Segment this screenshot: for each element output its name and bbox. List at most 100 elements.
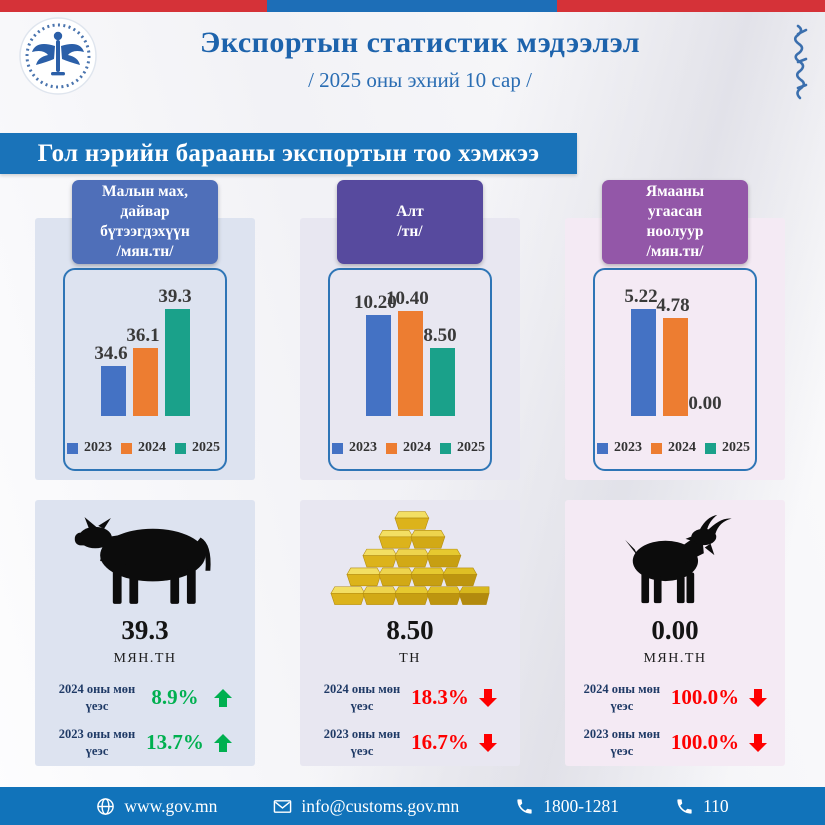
footer-phone-link[interactable]: 1800-1281 xyxy=(515,796,619,817)
mongolian-script-icon xyxy=(793,24,808,100)
strip-red-left xyxy=(0,0,267,12)
bar-2023: 5.22 xyxy=(624,286,658,416)
phone-icon xyxy=(677,798,692,814)
bar-2025: 39.3 xyxy=(158,286,192,416)
legend-swatch-2024 xyxy=(386,442,397,454)
comparison-value: 13.7% xyxy=(146,730,204,754)
legend-label: 2025 xyxy=(457,440,485,455)
total-unit: ТН xyxy=(399,651,421,666)
legend-swatch-2023 xyxy=(597,442,608,454)
trend-arrow-icon xyxy=(214,733,232,752)
comparison-value: 100.0% xyxy=(670,730,740,754)
column-cashmere: 5.22 4.78 0.00 2023 2024 2025 Ямааны уга… xyxy=(565,0,785,825)
chart-legend: 2023 2024 2025 xyxy=(595,440,755,456)
trend-arrow-icon xyxy=(479,688,497,707)
column-header-cashmere: Ямааны угаасан ноолуур /мян.тн/ xyxy=(602,180,748,264)
total-unit: МЯН.ТН xyxy=(643,651,707,666)
comparison-value: 18.3% xyxy=(411,685,469,709)
bar-value-label: 8.50 xyxy=(423,325,457,346)
legend-label: 2023 xyxy=(84,440,112,455)
chart-legend: 2023 2024 2025 xyxy=(330,440,490,456)
comparison-value: 16.7% xyxy=(411,730,469,754)
comparison-row-2023: 2023 оны мөн үеэс 16.7% xyxy=(300,720,520,765)
bar-value-label: 36.1 xyxy=(126,325,160,346)
footer-email-link[interactable]: info@customs.gov.mn xyxy=(273,796,459,817)
trend-arrow-icon xyxy=(479,733,497,752)
bar-2024: 4.78 xyxy=(656,295,690,416)
total-value: 8.50 xyxy=(386,615,434,645)
page-title: Экспортын статистик мэдээлэл xyxy=(199,26,641,59)
comparison-label: 2024 оны мөн үеэс xyxy=(323,682,401,713)
legend-swatch-2023 xyxy=(67,442,78,454)
footer-website-link[interactable]: www.gov.mn xyxy=(96,796,217,817)
comparison-label: 2023 оны мөн үеэс xyxy=(583,727,661,758)
stats-panel: 39.3 МЯН.ТН 2024 оны мөн үеэс 8.9% 2023 … xyxy=(35,500,255,766)
strip-blue-middle xyxy=(267,0,557,12)
total-value: 39.3 xyxy=(121,615,169,645)
bar-value-label: 39.3 xyxy=(158,286,192,307)
bar-chart-cashmere: 5.22 4.78 0.00 2023 2024 2025 xyxy=(593,268,757,471)
column-header-meat: Малын мах, дайвар бүтээгдэхүүн /мян.тн/ xyxy=(72,180,218,264)
legend-swatch-2024 xyxy=(651,442,662,454)
bar-chart-meat: 34.6 36.1 39.3 2023 2024 2025 xyxy=(63,268,227,471)
legend-swatch-2023 xyxy=(332,442,343,454)
comparison-label: 2024 оны мөн үеэс xyxy=(58,682,136,713)
comparison-value: 8.9% xyxy=(151,685,199,709)
legend-label: 2023 xyxy=(614,440,642,455)
legend-label: 2024 xyxy=(668,440,696,455)
comparison-row-2024: 2024 оны мөн үеэс 18.3% xyxy=(300,675,520,720)
chart-legend: 2023 2024 2025 xyxy=(65,440,225,456)
page-subtitle: / 2025 оны эхний 10 сар / xyxy=(308,68,532,92)
column-meat: 34.6 36.1 39.3 2023 2024 2025 Малын мах,… xyxy=(35,0,255,825)
legend-label: 2024 xyxy=(138,440,166,455)
footer-website-text: www.gov.mn xyxy=(124,795,218,816)
bar-value-label: 10.20 xyxy=(354,292,397,313)
legend-label: 2025 xyxy=(722,440,750,455)
customs-emblem-logo xyxy=(19,17,97,95)
gold-bars-icon xyxy=(330,511,490,605)
bar-chart-gold: 10.20 10.40 8.50 2023 2024 2025 xyxy=(328,268,492,471)
trend-arrow-icon xyxy=(749,688,768,707)
footer-hotline-text: 110 xyxy=(703,795,729,816)
legend-label: 2024 xyxy=(403,440,431,455)
bar-2025: 8.50 xyxy=(423,325,457,416)
page-title-block: Экспортын статистик мэдээлэл / 2025 оны … xyxy=(120,26,720,93)
comparison-label: 2024 оны мөн үеэс xyxy=(583,682,661,713)
comparison-label: 2023 оны мөн үеэс xyxy=(323,727,401,758)
phone-icon xyxy=(517,798,532,814)
legend-label: 2025 xyxy=(192,440,220,455)
comparison-value: 100.0% xyxy=(670,685,740,709)
legend-swatch-2024 xyxy=(121,442,132,454)
total-unit: МЯН.ТН xyxy=(113,651,177,666)
bar-2023: 10.20 xyxy=(354,292,397,416)
trend-arrow-icon xyxy=(749,733,768,752)
bar-value-label: 5.22 xyxy=(624,286,658,307)
column-header-gold: Алт /тн/ xyxy=(337,180,483,264)
mail-icon xyxy=(274,799,292,813)
total-value: 0.00 xyxy=(651,615,699,645)
legend-swatch-2025 xyxy=(175,442,186,454)
bar-2024: 36.1 xyxy=(126,325,160,416)
legend-label: 2023 xyxy=(349,440,377,455)
bar-value-label: 0.00 xyxy=(688,393,722,414)
section-banner: Гол нэрийн барааны экспортын тоо хэмжээ xyxy=(0,133,577,174)
bar-value-label: 4.78 xyxy=(656,295,690,316)
stats-panel: 0.00 МЯН.ТН 2024 оны мөн үеэс 100.0% 202… xyxy=(565,500,785,766)
legend-swatch-2025 xyxy=(440,442,451,454)
bar-2024: 10.40 xyxy=(386,288,429,416)
footer-phone-text: 1800-1281 xyxy=(543,795,620,816)
comparison-row-2023: 2023 оны мөн үеэс 13.7% xyxy=(35,720,255,765)
stats-panel: 8.50 ТН 2024 оны мөн үеэс 18.3% 2023 оны… xyxy=(300,500,520,766)
bar-2023: 34.6 xyxy=(94,343,128,416)
comparison-label: 2023 оны мөн үеэс xyxy=(58,727,136,758)
globe-icon xyxy=(97,797,115,815)
comparison-row-2023: 2023 оны мөн үеэс 100.0% xyxy=(565,720,785,765)
strip-red-right xyxy=(557,0,825,12)
footer-contact-bar: www.gov.mn info@customs.gov.mn 1800-1281… xyxy=(0,787,825,825)
comparison-row-2024: 2024 оны мөн үеэс 100.0% xyxy=(565,675,785,720)
bar-value-label: 34.6 xyxy=(94,343,128,364)
bar-value-label: 10.40 xyxy=(386,288,429,309)
footer-hotline-link[interactable]: 110 xyxy=(675,796,729,817)
footer-email-text: info@customs.gov.mn xyxy=(301,795,460,816)
